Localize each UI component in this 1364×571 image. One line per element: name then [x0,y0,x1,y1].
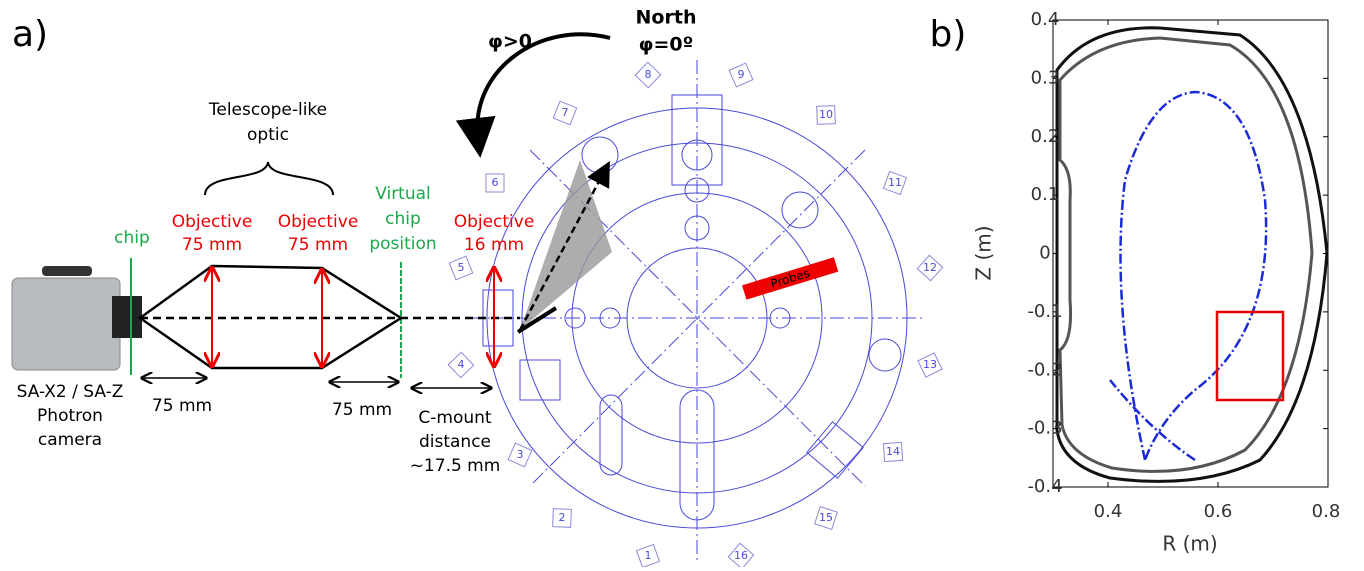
y-tick-label: -0.4 [1027,476,1062,497]
port-number: 8 [645,68,652,81]
port-number: 1 [645,549,652,562]
north-phi-label: φ=0º [639,34,694,56]
x-axis-label: R (m) [1162,532,1217,556]
port-box [814,506,838,530]
y-tick-label: 0.2 [1031,126,1060,147]
port-number: 4 [458,358,465,371]
region-box [1215,310,1285,402]
y-tick-label: -0.2 [1027,359,1062,380]
distance-label: 75 mm [152,396,212,416]
port-box [634,61,662,89]
optic-title: Telescope-like [208,100,327,120]
port-box [916,254,944,282]
probes: Probes [742,257,839,300]
port-box [882,441,904,463]
camera-label: SA-X2 / SA-Z [17,382,124,402]
vessel-wall [1055,26,1329,483]
virtual-chip-label: position [369,234,436,254]
port-box [635,543,661,569]
port-box [485,173,505,193]
optic-title: optic [247,125,289,145]
y-tick-label: 0 [1039,243,1050,264]
objective-label: Objective [172,212,253,232]
port-box [552,100,578,126]
x-tick-label: 0.4 [1094,501,1123,522]
separatrix [1109,90,1268,462]
panel-b: b) Z (m) R (m) 0.4 0.3 0.2 0.1 0 -0.1 -0.2 -0.3… [930,9,1341,556]
objective-label: 16 mm [464,235,524,255]
camera-label: camera [38,430,102,450]
y-axis-label: Z (m) [972,225,996,280]
port-box [552,508,572,528]
port-number: 9 [738,68,745,81]
distance-label: 75 mm [332,400,392,420]
port-box [882,170,908,196]
y-tick-label: -0.3 [1027,418,1062,439]
c-mount-label: distance [419,432,491,452]
y-tick-label: 0.4 [1031,9,1060,30]
port-box [816,105,836,125]
objective-label: Objective [454,212,535,232]
port-box [507,442,533,468]
camera [11,266,142,371]
vessel-drawing [470,60,925,560]
port-number: 10 [819,108,833,121]
view-direction [518,160,610,331]
port-box [728,62,754,88]
port-number: 16 [734,549,748,562]
port-box [727,542,755,570]
virtual-chip-label: Virtual [375,184,431,204]
port-number: 11 [888,176,902,189]
c-mount-label: ~17.5 mm [410,456,501,476]
c-mount-label: C-mount [418,408,492,428]
y-tick-label: 0.3 [1031,67,1060,88]
y-tick-label: 0.1 [1031,184,1060,205]
limiter [1058,36,1314,473]
port-number: 14 [886,445,900,458]
rotation-arrow [455,32,611,158]
port-number: 3 [517,448,524,461]
port-number: 6 [492,176,499,189]
port-number: 7 [562,106,569,119]
objective-label: 75 mm [182,235,242,255]
x-tick-label: 0.6 [1204,501,1233,522]
y-tick-label: -0.1 [1027,301,1062,322]
chip-label: chip [114,228,150,248]
port-number: 5 [458,261,465,274]
port-number: 12 [923,261,937,274]
x-tick-label: 0.8 [1312,501,1341,522]
panel-label: a) [12,14,48,55]
port-box [448,255,474,281]
probes-box [742,257,839,300]
probes-label: Probes [769,266,812,291]
camera-label: Photron [37,406,103,426]
brace [204,161,334,196]
panel-label: b) [930,14,967,55]
virtual-chip-label: chip [385,209,421,229]
port-box [447,351,475,379]
port-box [917,352,943,378]
port-number: 15 [819,511,833,524]
objective-label: 75 mm [288,235,348,255]
north-label: North [636,7,697,29]
mirror [516,306,558,334]
phi-label: φ>0 [488,31,532,53]
port-number: 2 [559,511,566,524]
objective-label: Objective [278,212,359,232]
port-number: 13 [923,358,937,371]
